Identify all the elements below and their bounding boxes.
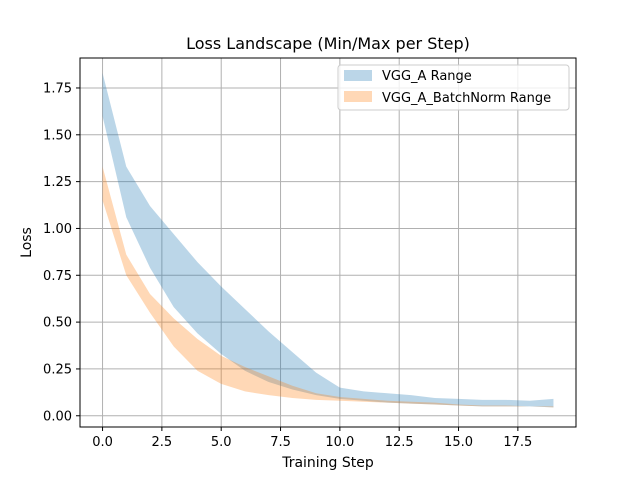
y-tick-label: 1.00 xyxy=(43,222,72,237)
x-tick-label: 5.0 xyxy=(211,435,232,450)
legend-label-vgg-a: VGG_A Range xyxy=(382,69,472,84)
x-tick-label: 7.5 xyxy=(270,435,291,450)
legend-label-vgg-a-batchnorm: VGG_A_BatchNorm Range xyxy=(382,91,551,106)
plot-frame xyxy=(79,57,577,428)
y-tick-label: 1.50 xyxy=(43,128,72,143)
x-tick-label: 15.0 xyxy=(444,435,473,450)
legend-swatch-vgg-a-batchnorm xyxy=(344,91,372,102)
x-tick-label: 12.5 xyxy=(385,435,414,450)
x-tick-label: 17.5 xyxy=(503,435,532,450)
vgg-a-range-band xyxy=(102,72,554,408)
y-tick-label: 1.25 xyxy=(43,175,72,190)
x-tick-label: 10.0 xyxy=(325,435,354,450)
y-tick-label: 0.50 xyxy=(43,316,72,331)
y-axis: 0.00 0.25 0.50 0.75 1.00 1.25 1.50 1.75 xyxy=(43,81,80,424)
legend-frame xyxy=(337,64,570,111)
y-tick-label: 1.75 xyxy=(43,81,72,96)
y-tick-label: 0.25 xyxy=(43,362,72,377)
series-layer xyxy=(102,72,554,408)
x-tick-label: 2.5 xyxy=(152,435,173,450)
y-tick-label: 0.00 xyxy=(43,409,72,424)
y-tick-label: 0.75 xyxy=(43,269,72,284)
x-tick-label: 0.0 xyxy=(92,435,113,450)
legend-swatch-vgg-a xyxy=(344,70,372,81)
grid-layer xyxy=(80,58,576,427)
x-axis: 0.0 2.5 5.0 7.5 10.0 12.5 15.0 17.5 xyxy=(92,427,532,450)
x-axis-title: Training Step xyxy=(281,455,374,471)
chart-title: Loss Landscape (Min/Max per Step) xyxy=(186,34,470,53)
legend: VGG_A Range VGG_A_BatchNorm Range xyxy=(337,64,570,111)
y-axis-title: Loss xyxy=(19,227,35,258)
